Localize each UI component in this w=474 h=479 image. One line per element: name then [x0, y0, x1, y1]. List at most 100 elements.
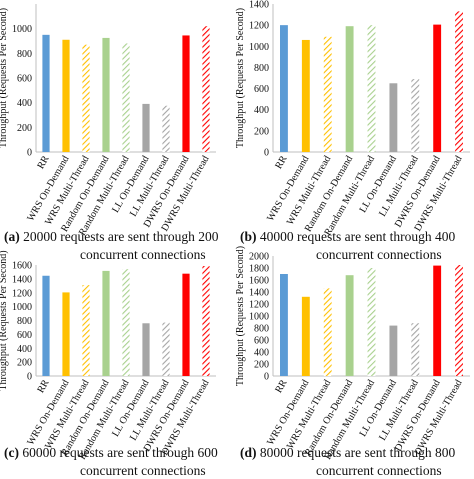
panel-c-ytick-label: 1400	[12, 274, 32, 285]
panel-d-chart: 0200400600800100012001400160018002000Thr…	[235, 246, 470, 462]
panel-a-bar-9	[202, 26, 210, 153]
panel-c-ytick-label: 1600	[12, 261, 32, 272]
caption-a-line2-wrap: concurrent connections	[80, 246, 206, 263]
panel-b-bar-2	[301, 39, 310, 152]
panel-a-ytick-label: 800	[17, 49, 32, 60]
panel-b-ytick-label: 800	[254, 63, 269, 74]
panel-b-bar-3	[323, 36, 332, 153]
panel-c-ytick-label: 400	[17, 344, 32, 355]
panel-d-bar-9	[455, 265, 463, 376]
panel-b-ytick-label: 400	[254, 105, 269, 116]
panel-c-ytick-label: 1200	[12, 288, 32, 299]
caption-c-label: (c)	[4, 445, 19, 460]
panel-c-chart: 0 200 400 600 800 1000 1200 1400 1600Throughput …	[0, 250, 216, 462]
panel-d-ytick-label: 1600	[249, 276, 269, 287]
panel-a-ytick-label: 600	[17, 74, 32, 85]
panel-c-bar-7	[162, 322, 170, 376]
caption-b-line1: 40000 requests are sent through 400	[259, 229, 456, 244]
panel-c-ytick-label: 800	[17, 316, 32, 327]
caption-c-line2-wrap: concurrent connections	[80, 462, 206, 479]
panel-c-bar-8	[182, 273, 190, 376]
panel-c-bar-6	[142, 323, 150, 376]
caption-a-line1: 20000 requests are sent through 200	[23, 229, 219, 244]
panel-c-y-axis-label: Throughput (Requests Per Second)	[0, 250, 9, 390]
panel-c-ytick-label: 1000	[12, 302, 32, 313]
panel-d-bar-8	[433, 265, 442, 376]
panel-a-ytick-label: 400	[17, 98, 32, 109]
panel-b-ytick-label: 1000	[249, 42, 269, 53]
panel-c-ytick-label: 600	[17, 330, 32, 341]
panel-b-ytick-label: 1400	[249, 0, 269, 11]
panel-d-xtick-label: RR	[273, 378, 289, 395]
panel-c-bar-4	[102, 270, 110, 376]
panel-b-bar-5	[367, 25, 376, 153]
caption-d-line2-wrap: concurrent connections	[316, 462, 442, 479]
panel-c-bar-1	[42, 275, 50, 376]
panel-d-ytick-label: 1000	[249, 312, 269, 323]
panel-a-ytick-label: 200	[17, 123, 32, 134]
panel-d-ytick-label: 1400	[249, 288, 269, 299]
caption-b: (b) 40000 requests are sent through 400	[240, 228, 455, 245]
panel-a-bar-7	[162, 105, 170, 152]
panel-a-bar-1	[42, 34, 50, 153]
panel-d-ytick-label: 600	[254, 336, 269, 347]
panel-c-ytick-label: 200	[17, 358, 32, 369]
panel-c-ytick-label: 0	[27, 372, 32, 383]
panel-a-bar-3	[82, 44, 90, 153]
panel-a-bar-6	[142, 103, 150, 152]
caption-b-line2: concurrent connections	[316, 247, 442, 262]
caption-c: (c) 60000 requests are sent through 600	[4, 444, 218, 461]
panel-c-bar-3	[82, 285, 90, 376]
panel-d-bar-3	[323, 288, 332, 376]
caption-b-label: (b)	[240, 229, 257, 244]
caption-a: (a) 20000 requests are sent through 200	[4, 228, 218, 245]
panel-a-bar-8	[182, 35, 190, 153]
panel-c-xtick-label: RR	[35, 378, 51, 395]
caption-a-line2: concurrent connections	[80, 247, 206, 262]
panel-b-bar-8	[433, 24, 442, 152]
panel-d-ytick-label: 1800	[249, 264, 269, 275]
panel-d-bar-1	[280, 274, 288, 376]
caption-d-line1: 80000 requests are sent through 800	[259, 445, 456, 460]
panel-d-ytick-label: 1200	[249, 300, 269, 311]
caption-d: (d) 80000 requests are sent through 800	[240, 444, 455, 461]
caption-d-label: (d)	[240, 445, 257, 460]
panel-b-ytick-label: 1200	[249, 21, 269, 32]
panel-c-bar-9	[202, 266, 210, 376]
panel-d-ytick-label: 2000	[249, 252, 269, 263]
panel-a-bar-4	[102, 37, 110, 152]
panel-a-y-axis-label: Throughput (Requests Per Second)	[0, 8, 9, 148]
panel-c-bar-2	[62, 292, 70, 376]
panel-b-xtick-label: RR	[273, 154, 289, 171]
panel-d-bar-5	[367, 268, 376, 376]
panel-a-ytick-label: 0	[27, 148, 32, 159]
panel-b-bar-4	[345, 26, 354, 153]
panel-b-y-axis-label: Throughput (Requests Per Second)	[235, 8, 246, 148]
panel-d-bar-7	[411, 323, 420, 376]
panel-b-bar-6	[389, 83, 398, 152]
caption-b-line2-wrap: concurrent connections	[316, 246, 442, 263]
panel-c-bar-5	[122, 269, 130, 376]
caption-a-label: (a)	[4, 229, 20, 244]
panel-d-bar-4	[345, 275, 354, 376]
panel-d-ytick-label: 400	[254, 348, 269, 359]
panel-b-bar-1	[280, 25, 288, 153]
panel-b-ytick-label: 200	[254, 126, 269, 137]
panel-b-ytick-label: 600	[254, 84, 269, 95]
panel-a-bar-5	[122, 43, 130, 152]
panel-a-xtick-label: RR	[35, 154, 51, 171]
panel-a-ytick-label: 1000	[12, 24, 32, 35]
panel-b-bar-7	[411, 79, 420, 152]
panel-d-ytick-label: 800	[254, 324, 269, 335]
caption-c-line2: concurrent connections	[80, 463, 206, 478]
panel-d-y-axis-label: Throughput (Requests Per Second)	[235, 246, 246, 386]
panel-d-ytick-label: 0	[264, 372, 269, 383]
panel-d-ytick-label: 200	[254, 360, 269, 371]
panel-d-bar-2	[301, 296, 310, 376]
caption-c-line1: 60000 requests are sent through 600	[22, 445, 218, 460]
caption-d-line2: concurrent connections	[316, 463, 442, 478]
panel-d-bar-6	[389, 325, 398, 376]
panel-a-bar-2	[62, 39, 70, 153]
